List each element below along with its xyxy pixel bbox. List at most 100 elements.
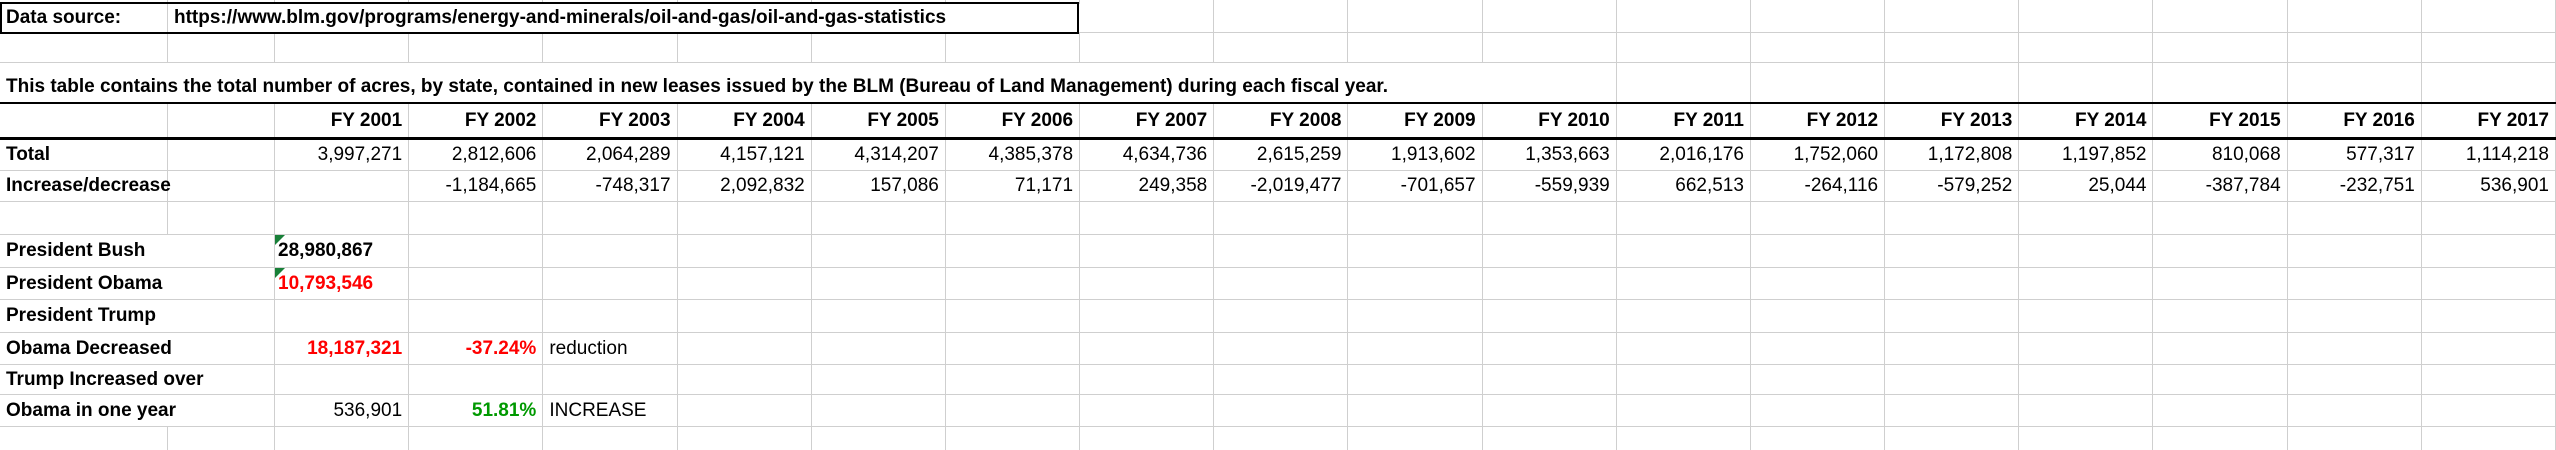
empty-cell[interactable] [1080, 235, 1215, 267]
empty-cell[interactable] [2288, 268, 2422, 299]
president-obama-value-cell[interactable]: 10,793,546 [275, 268, 410, 299]
empty-cell[interactable] [543, 268, 678, 299]
empty-cell[interactable] [2422, 365, 2556, 394]
data-source-label-cell[interactable]: Data source: [0, 4, 168, 32]
empty-cell[interactable] [1885, 268, 2020, 299]
empty-cell[interactable] [1483, 33, 1617, 62]
empty-cell[interactable] [2288, 300, 2422, 332]
empty-cell[interactable] [812, 33, 946, 62]
empty-cell[interactable] [2288, 333, 2422, 364]
total-value-cell[interactable]: 810,068 [2153, 140, 2288, 170]
increase-value-cell[interactable]: 71,171 [946, 171, 1081, 201]
empty-cell[interactable] [2153, 395, 2288, 426]
total-value-cell[interactable]: 1,197,852 [2019, 140, 2154, 170]
total-value-cell[interactable]: 1,172,808 [1885, 140, 2020, 170]
fy-header-cell[interactable]: FY 2012 [1751, 104, 1886, 137]
empty-cell[interactable] [946, 300, 1081, 332]
empty-cell[interactable] [1885, 4, 2020, 32]
empty-cell[interactable] [812, 268, 946, 299]
empty-cell[interactable] [2288, 235, 2422, 267]
empty-cell[interactable] [2153, 333, 2288, 364]
total-label-cell[interactable]: Total [0, 140, 168, 170]
increase-value-cell[interactable]: 157,086 [812, 171, 946, 201]
empty-cell[interactable] [1617, 235, 1751, 267]
increase-value-cell[interactable]: -264,116 [1751, 171, 1886, 201]
empty-cell[interactable] [678, 427, 812, 450]
president-bush-label-cell[interactable]: President Bush [0, 235, 275, 267]
empty-cell[interactable] [946, 235, 1081, 267]
total-value-cell[interactable]: 4,385,378 [946, 140, 1081, 170]
empty-cell[interactable] [543, 427, 678, 450]
empty-cell[interactable] [1751, 300, 1886, 332]
empty-cell[interactable] [2422, 268, 2556, 299]
empty-cell[interactable] [2288, 395, 2422, 426]
empty-cell[interactable] [2153, 300, 2288, 332]
obama-in-one-year-note-cell[interactable]: INCREASE [543, 395, 678, 426]
empty-cell[interactable] [812, 427, 946, 450]
fy-header-cell[interactable]: FY 2013 [1885, 104, 2020, 137]
empty-cell[interactable] [678, 333, 812, 364]
increase-value-cell[interactable]: -748,317 [543, 171, 678, 201]
empty-cell[interactable] [1483, 427, 1617, 450]
empty-cell[interactable] [2153, 427, 2288, 450]
empty-cell[interactable] [1885, 0, 2020, 4]
empty-cell[interactable] [1885, 333, 2020, 364]
empty-cell[interactable] [1348, 0, 1483, 4]
obama-in-one-year-value-cell[interactable]: 536,901 [275, 395, 410, 426]
empty-cell[interactable] [678, 33, 812, 62]
empty-cell[interactable] [1617, 268, 1751, 299]
total-value-cell[interactable]: 1,114,218 [2422, 140, 2556, 170]
empty-cell[interactable] [275, 202, 410, 234]
increase-value-cell[interactable]: -559,939 [1483, 171, 1617, 201]
empty-cell[interactable] [812, 365, 946, 394]
empty-cell[interactable] [2422, 395, 2556, 426]
empty-cell[interactable] [1617, 395, 1751, 426]
empty-cell[interactable] [2019, 268, 2154, 299]
empty-cell[interactable] [2153, 365, 2288, 394]
fy-header-cell[interactable]: FY 2006 [946, 104, 1081, 137]
empty-cell[interactable] [1348, 395, 1483, 426]
empty-cell[interactable] [946, 202, 1081, 234]
empty-cell[interactable] [812, 235, 946, 267]
empty-cell[interactable] [0, 33, 168, 62]
empty-cell[interactable] [2422, 0, 2556, 4]
empty-corner-cell[interactable] [0, 104, 168, 137]
empty-cell[interactable] [1080, 33, 1215, 62]
empty-cell[interactable] [1483, 0, 1617, 4]
empty-cell[interactable] [168, 33, 275, 62]
obama-in-one-year-percent-cell[interactable]: 51.81% [409, 395, 544, 426]
empty-cell[interactable] [1617, 0, 1751, 4]
empty-cell[interactable] [1080, 427, 1215, 450]
empty-cell[interactable] [1617, 202, 1751, 234]
empty-cell[interactable] [2153, 235, 2288, 267]
empty-cell[interactable] [1348, 427, 1483, 450]
empty-cell[interactable] [2153, 268, 2288, 299]
empty-cell[interactable] [1483, 4, 1617, 32]
empty-cell[interactable] [1617, 427, 1751, 450]
increase-value-cell[interactable] [275, 171, 410, 201]
empty-cell[interactable] [946, 333, 1081, 364]
total-value-cell[interactable]: 2,016,176 [1617, 140, 1751, 170]
empty-cell[interactable] [812, 300, 946, 332]
empty-cell[interactable] [2422, 427, 2556, 450]
empty-cell[interactable] [1214, 333, 1349, 364]
president-trump-label-cell[interactable]: President Trump [0, 300, 275, 332]
empty-cell[interactable] [1751, 395, 1886, 426]
empty-cell[interactable] [2288, 63, 2422, 102]
empty-cell[interactable] [1483, 365, 1617, 394]
empty-cell[interactable] [1348, 365, 1483, 394]
empty-cell[interactable] [1751, 202, 1886, 234]
empty-cell[interactable] [1080, 333, 1215, 364]
empty-cell[interactable] [2019, 202, 2154, 234]
obama-decreased-percent-cell[interactable]: -37.24% [409, 333, 544, 364]
president-obama-label-cell[interactable]: President Obama [0, 268, 275, 299]
empty-cell[interactable] [2153, 4, 2288, 32]
empty-cell[interactable] [2422, 333, 2556, 364]
fy-header-cell[interactable]: FY 2011 [1617, 104, 1751, 137]
total-value-cell[interactable]: 1,752,060 [1751, 140, 1886, 170]
empty-cell[interactable] [2422, 202, 2556, 234]
empty-cell[interactable] [1751, 268, 1886, 299]
empty-cell[interactable] [946, 365, 1081, 394]
total-value-cell[interactable]: 4,634,736 [1080, 140, 1215, 170]
empty-cell[interactable] [2288, 33, 2422, 62]
